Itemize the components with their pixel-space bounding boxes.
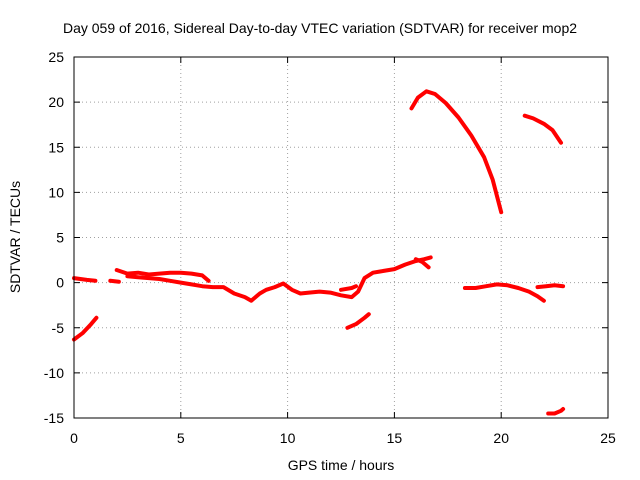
series-seg6 [339, 284, 358, 292]
x-tick-labels: 0 5 10 15 20 25 [70, 430, 616, 446]
y-tick-label: 0 [56, 275, 64, 291]
x-tick-label: 10 [280, 430, 296, 446]
series-seg5 [125, 255, 433, 303]
x-tick-label: 5 [177, 430, 185, 446]
x-axis-label: GPS time / hours [288, 457, 395, 473]
y-tick-label: 15 [48, 139, 64, 155]
y-tick-label: -5 [52, 320, 65, 336]
series-seg7 [413, 257, 431, 270]
grid [74, 57, 608, 418]
y-tick-labels: -15 -10 -5 0 5 10 15 20 25 [44, 49, 64, 426]
series-seg9 [409, 89, 504, 215]
series-seg11 [535, 283, 566, 290]
series-seg13 [546, 407, 566, 416]
x-tick-label: 20 [493, 430, 509, 446]
y-tick-label: -10 [44, 365, 64, 381]
series-seg10 [462, 282, 546, 303]
y-tick-label: -15 [44, 410, 64, 426]
y-tick-label: 25 [48, 49, 64, 65]
y-tick-label: 20 [48, 94, 64, 110]
x-tick-label: 15 [387, 430, 403, 446]
series-seg1 [72, 276, 98, 283]
series-seg8 [345, 312, 371, 330]
x-tick-label: 0 [70, 430, 78, 446]
x-tick-label: 25 [600, 430, 616, 446]
axis-ticks [73, 56, 609, 419]
series-seg12 [522, 113, 563, 145]
y-axis-label: SDTVAR / TECUs [7, 181, 23, 293]
y-tick-label: 5 [56, 230, 64, 246]
series-seg2 [72, 315, 99, 342]
series-seg3 [108, 278, 121, 284]
data-series [72, 89, 566, 416]
chart-title: Day 059 of 2016, Sidereal Day-to-day VTE… [63, 20, 577, 36]
y-tick-label: 10 [48, 184, 64, 200]
series-seg4 [114, 268, 211, 283]
